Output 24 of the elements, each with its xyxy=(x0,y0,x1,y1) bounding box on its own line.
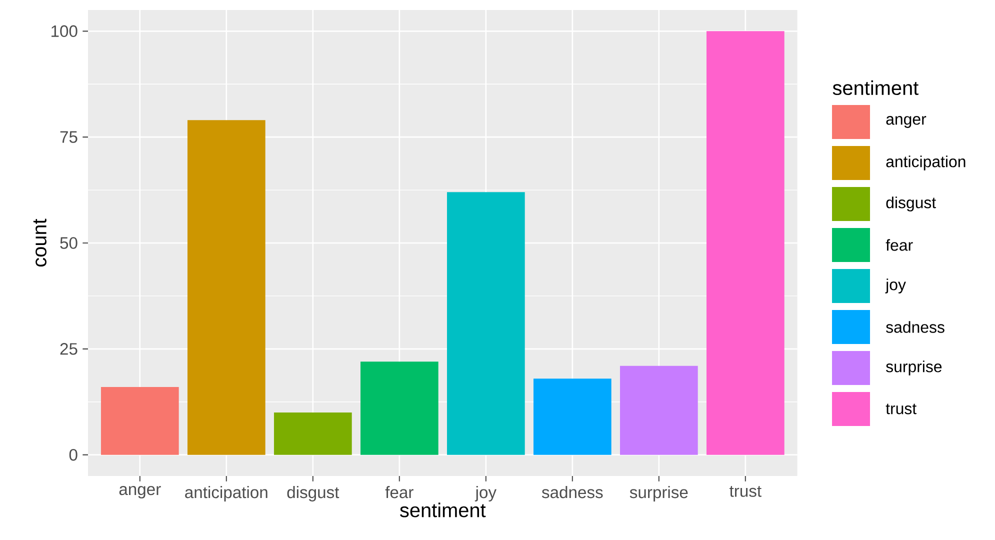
y-tick-label: 0 xyxy=(69,448,78,461)
x-axis-title: sentiment xyxy=(400,502,486,518)
legend-label: disgust xyxy=(886,196,936,212)
legend-label: trust xyxy=(886,404,916,414)
y-tick-label: 75 xyxy=(60,131,78,143)
y-axis-title: count xyxy=(33,218,46,267)
y-tick-label: 25 xyxy=(60,343,78,355)
x-tick-label: anger xyxy=(119,486,161,498)
x-tick-label: anticipation xyxy=(185,486,268,502)
x-tick-label: joy xyxy=(474,486,496,502)
legend-label: surprise xyxy=(886,360,942,376)
legend-label: anticipation xyxy=(886,156,966,170)
legend-label: joy xyxy=(885,278,906,294)
legend-label: sadness xyxy=(886,321,944,333)
x-tick-label: fear xyxy=(385,486,414,498)
legend-label: fear xyxy=(886,239,913,251)
x-tick-label: surprise xyxy=(630,486,688,502)
y-tick-label: 50 xyxy=(60,237,78,249)
x-tick-label: trust xyxy=(730,486,762,497)
y-tick-label: 100 xyxy=(52,25,78,38)
x-tick-label: disgust xyxy=(287,486,340,502)
legend-title: sentiment xyxy=(832,80,919,96)
x-tick-label: sadness xyxy=(542,486,603,498)
legend-label: anger xyxy=(886,116,926,128)
